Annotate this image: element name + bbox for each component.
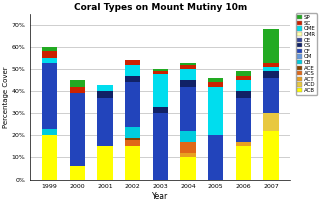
Bar bbox=[70, 87, 85, 93]
Bar bbox=[97, 85, 113, 91]
Bar bbox=[42, 135, 57, 180]
Bar bbox=[42, 51, 57, 58]
Bar bbox=[263, 63, 279, 67]
Bar bbox=[208, 78, 223, 82]
Bar bbox=[208, 82, 223, 87]
Bar bbox=[236, 71, 251, 76]
Bar bbox=[208, 135, 223, 180]
Bar bbox=[125, 60, 140, 65]
Bar bbox=[153, 74, 168, 107]
Bar bbox=[70, 166, 85, 180]
Bar bbox=[42, 58, 57, 63]
Bar bbox=[180, 65, 196, 69]
Bar bbox=[180, 80, 196, 87]
Bar bbox=[263, 71, 279, 78]
Bar bbox=[70, 80, 85, 87]
Y-axis label: Percentage Cover: Percentage Cover bbox=[3, 66, 9, 128]
Legend: SP, SC, CME, CMR, CE, CS, CF, CM, CB, ACE, ACS, ACT, ACD, ACB: SP, SC, CME, CMR, CE, CS, CF, CM, CB, AC… bbox=[296, 13, 317, 95]
Bar bbox=[125, 82, 140, 126]
Bar bbox=[236, 80, 251, 91]
Bar bbox=[263, 29, 279, 63]
Bar bbox=[263, 67, 279, 71]
Bar bbox=[97, 146, 113, 180]
Bar bbox=[125, 146, 140, 180]
Bar bbox=[236, 142, 251, 146]
Bar bbox=[180, 63, 196, 65]
Bar bbox=[125, 76, 140, 82]
Bar bbox=[180, 69, 196, 80]
Bar bbox=[236, 98, 251, 142]
Bar bbox=[42, 129, 57, 135]
Bar bbox=[153, 71, 168, 74]
Bar bbox=[236, 146, 251, 180]
Bar bbox=[97, 98, 113, 146]
Bar bbox=[263, 131, 279, 180]
Bar bbox=[208, 87, 223, 135]
Bar bbox=[125, 140, 140, 146]
Bar bbox=[125, 65, 140, 76]
Bar bbox=[153, 107, 168, 113]
Bar bbox=[70, 93, 85, 166]
Bar bbox=[263, 78, 279, 113]
Bar bbox=[97, 91, 113, 98]
Bar bbox=[125, 126, 140, 138]
X-axis label: Year: Year bbox=[152, 192, 168, 201]
Bar bbox=[180, 142, 196, 153]
Bar bbox=[153, 69, 168, 71]
Bar bbox=[42, 47, 57, 51]
Bar bbox=[180, 153, 196, 157]
Bar bbox=[153, 113, 168, 180]
Bar bbox=[180, 157, 196, 180]
Title: Coral Types on Mount Mutiny 10m: Coral Types on Mount Mutiny 10m bbox=[74, 3, 247, 12]
Bar bbox=[42, 63, 57, 129]
Bar bbox=[236, 76, 251, 80]
Bar bbox=[125, 138, 140, 140]
Bar bbox=[180, 87, 196, 131]
Bar bbox=[236, 91, 251, 98]
Bar bbox=[263, 113, 279, 131]
Bar bbox=[180, 131, 196, 142]
